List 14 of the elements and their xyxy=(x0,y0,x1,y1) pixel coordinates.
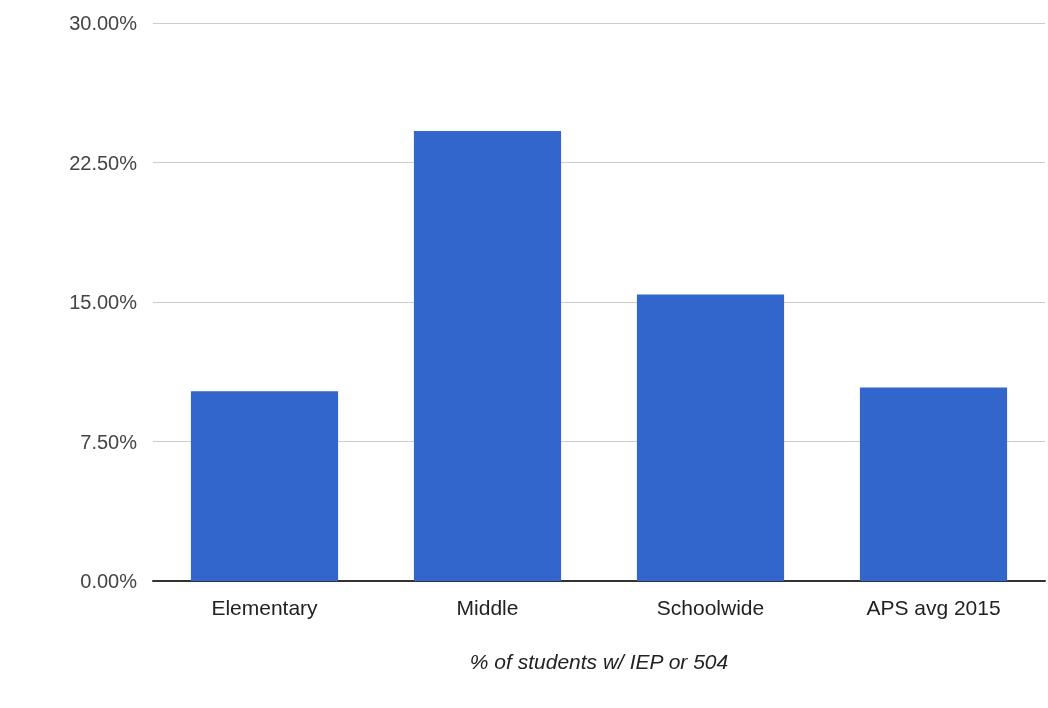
x-axis-title: % of students w/ IEP or 504 xyxy=(469,650,729,673)
y-tick-label: 0.00% xyxy=(80,570,138,592)
bar xyxy=(413,130,562,581)
bar xyxy=(636,294,785,581)
x-tick-label: Schoolwide xyxy=(656,596,765,619)
y-tick-label: 30.00% xyxy=(69,12,138,34)
bar xyxy=(859,387,1008,581)
y-tick-label: 15.00% xyxy=(69,291,138,313)
y-tick-label: 22.50% xyxy=(69,151,138,174)
x-tick-label: Elementary xyxy=(211,596,319,619)
bar xyxy=(190,391,339,581)
x-tick-label: APS avg 2015 xyxy=(866,596,1001,619)
x-tick-label: Middle xyxy=(456,596,519,619)
y-tick-label: 7.50% xyxy=(80,430,138,453)
